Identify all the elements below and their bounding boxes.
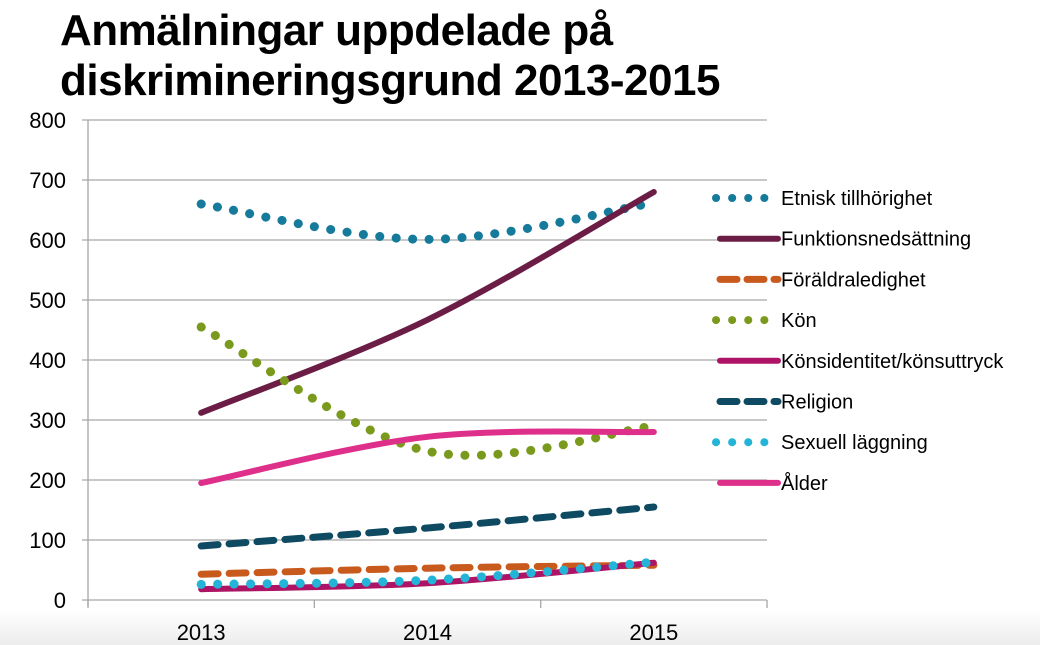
series-line-kön	[196, 322, 659, 460]
legend-label: Ålder	[781, 472, 828, 495]
legend-label: Föräldraledighet	[781, 269, 926, 291]
gridlines	[82, 119, 767, 601]
legend-label: Könsidentitet/könsuttryck	[781, 351, 1004, 373]
series-line-funktionsnedsättning	[198, 189, 657, 416]
legend-label: Religion	[781, 392, 853, 414]
series-line-etnisk-tillhörighet	[196, 198, 659, 244]
x-tick-label: 2015	[629, 620, 678, 645]
y-tick-label: 200	[29, 468, 66, 493]
bottom-band	[0, 610, 1040, 645]
y-tick-label: 600	[29, 228, 66, 253]
legend-item: Föräldraledighet	[716, 269, 926, 291]
legend-item: Etnisk tillhörighet	[712, 188, 933, 210]
y-tick-label: 100	[29, 528, 66, 553]
series-line-religion	[197, 503, 658, 550]
y-tick-label: 500	[29, 288, 66, 313]
series-line-ålder	[198, 428, 657, 486]
legend-label: Kön	[781, 310, 817, 332]
legend-item: Funktionsnedsättning	[717, 229, 971, 251]
legend-item: Ålder	[717, 472, 828, 495]
legend: Etnisk tillhörighet Funktionsnedsättning F…	[712, 188, 1004, 495]
series-line-sexuell-läggning	[196, 557, 659, 589]
legend-label: Etnisk tillhörighet	[781, 188, 933, 210]
legend-label: Sexuell läggning	[781, 432, 928, 454]
y-tick-label: 0	[54, 588, 66, 613]
legend-label: Funktionsnedsättning	[781, 229, 971, 251]
y-tick-label: 400	[29, 348, 66, 373]
chart-title-line-1: Anmälningar uppdelade på	[60, 6, 613, 55]
chart-title-line-2: diskrimineringsgrund 2013-2015	[60, 56, 720, 105]
y-tick-label: 800	[29, 108, 66, 133]
chart-title: Anmälningar uppdelade på diskriminerings…	[60, 6, 720, 106]
y-tick-label: 700	[29, 168, 66, 193]
x-tick-label: 2013	[177, 620, 226, 645]
legend-item: Könsidentitet/könsuttryck	[717, 351, 1004, 373]
axes: 0 100 200 300 400 500 600 700 800 2013 2014 2015	[29, 108, 768, 645]
legend-item: Sexuell läggning	[712, 432, 928, 454]
series-lines	[196, 189, 659, 593]
legend-item: Religion	[716, 392, 853, 414]
legend-item: Kön	[712, 310, 817, 332]
y-tick-label: 300	[29, 408, 66, 433]
x-tick-label: 2014	[403, 620, 452, 645]
